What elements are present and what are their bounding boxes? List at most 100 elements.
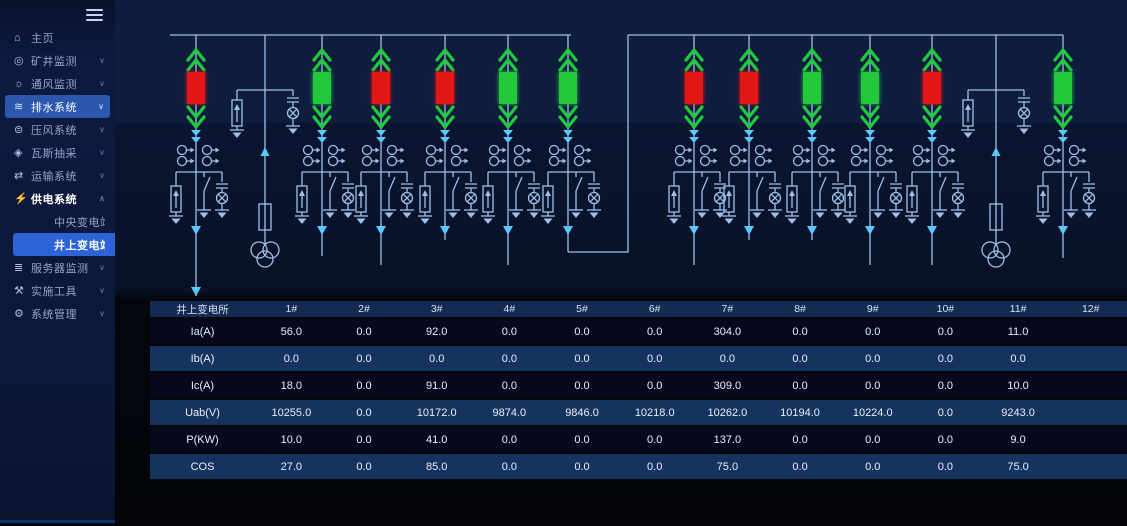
table-cell: 0.0 <box>719 352 736 365</box>
table-cell: 0.0 <box>356 379 372 392</box>
home-icon: ⌂ <box>14 31 21 44</box>
breaker-open[interactable] <box>685 72 703 104</box>
table-cell: 0.0 <box>356 325 372 338</box>
sidebar-item-label: 矿井监测 <box>31 55 77 68</box>
sidebar-item-label: 系统管理 <box>31 308 77 321</box>
sidebar-item-label: 通风监测 <box>31 78 77 91</box>
feeder-bay <box>842 35 904 265</box>
column-header: 11# <box>1009 303 1027 315</box>
column-header: 1# <box>285 303 298 315</box>
table-cell: 10218.0 <box>634 406 675 419</box>
sidebar-item-implementation-tools[interactable]: ⚒ 实施工具 ∨ <box>0 279 115 302</box>
feeder-bay <box>784 35 846 240</box>
table-cell: 10262.0 <box>707 406 748 419</box>
sidebar-item-system-management[interactable]: ⚙ 系统管理 ∨ <box>0 302 115 325</box>
row-label: Ic(A) <box>190 379 215 392</box>
sidebar-item-ventilation-monitor[interactable]: ☼ 通风监测 ∨ <box>0 72 115 95</box>
table-row: COS 27.0 0.0 85.0 0.0 0.0 0.0 75.0 0.0 0.0 0.0 75.0 <box>150 454 1127 479</box>
table-cell: 0.0 <box>937 433 954 446</box>
chevron-down-icon: ∨ <box>99 79 105 88</box>
sidebar-item-label: 排水系统 <box>31 101 77 114</box>
sidebar-item-air-compression-system[interactable]: ⊜ 压风系统 ∨ <box>0 118 115 141</box>
table-cell: 0.0 <box>865 379 881 392</box>
row-label: COS <box>190 460 215 473</box>
gas-extraction-icon: ◈ <box>14 147 23 159</box>
table-cell: 10194.0 <box>780 406 820 419</box>
sidebar-item-drainage-system[interactable]: ≋ 排水系统 ∨ <box>5 95 110 118</box>
table-cell: 0.0 <box>647 433 663 446</box>
table-cell: 0.0 <box>574 352 590 365</box>
ventilation-monitor-icon: ☼ <box>14 77 25 90</box>
row-label: Ib(A) <box>190 352 215 365</box>
chevron-down-icon: ∨ <box>99 286 105 295</box>
drainage-system-icon: ≋ <box>14 101 24 113</box>
table-header-row: 井上变电所 1# 2# 3# 4# 5# 6# 7# 8# 9# 10# 11# 12# <box>150 301 1127 317</box>
breaker-open[interactable] <box>187 72 205 104</box>
feeder-bay <box>417 35 479 240</box>
feeder-bay <box>168 35 230 296</box>
table-cell: 9.0 <box>1010 433 1026 446</box>
table-cell: 0.0 <box>356 433 372 446</box>
sidebar-item-surface-substation[interactable]: 井上变电站 <box>13 233 115 256</box>
table-cell: 0.0 <box>792 352 808 365</box>
feeder-bay <box>904 35 966 265</box>
sidebar-item-mine-monitor[interactable]: ◎ 矿井监测 ∨ <box>0 49 115 72</box>
table-cell: 10172.0 <box>416 406 457 419</box>
sidebar-item-gas-extraction[interactable]: ◈ 瓦斯抽采 ∨ <box>0 141 115 164</box>
sidebar-item-central-substation[interactable]: 中央变电站 <box>0 210 115 233</box>
feeder-bay <box>721 35 783 240</box>
table-cell: 85.0 <box>425 460 448 473</box>
chevron-up-icon: ∧ <box>99 194 105 203</box>
chevron-down-icon: ∨ <box>99 309 105 318</box>
table-cell: 0.0 <box>501 460 517 473</box>
table-cell: 0.0 <box>937 460 954 473</box>
breaker-open[interactable] <box>740 72 758 104</box>
row-label: Uab(V) <box>185 406 220 419</box>
system-management-icon: ⚙ <box>14 308 24 320</box>
power-supply-system-icon: ⚡ <box>14 193 28 205</box>
table-cell: 75.0 <box>1007 460 1029 473</box>
substation-data-table: 井上变电所 1# 2# 3# 4# 5# 6# 7# 8# 9# 10# 11# 12# Ia(A) 56.… <box>150 301 1127 481</box>
single-line-diagram <box>168 34 1097 296</box>
sidebar-item-transport-system[interactable]: ⇄ 运输系统 ∨ <box>0 164 115 187</box>
table-cell: 9846.0 <box>565 406 599 419</box>
table-cell: 137.0 <box>713 433 742 446</box>
breaker-closed[interactable] <box>313 72 331 104</box>
chevron-down-icon: ∨ <box>99 148 105 157</box>
chevron-down-icon: ∨ <box>99 56 105 65</box>
table-cell: 0.0 <box>937 406 954 419</box>
breaker-open[interactable] <box>923 72 941 104</box>
sidebar-item-power-supply-system[interactable]: ⚡ 供电系统 ∧ <box>0 187 115 210</box>
table-cell: 0.0 <box>501 379 517 392</box>
breaker-closed[interactable] <box>559 72 577 104</box>
breaker-closed[interactable] <box>861 72 879 104</box>
table-cell: 18.0 <box>280 379 303 392</box>
table-cell: 0.0 <box>1010 352 1026 365</box>
table-cell: 0.0 <box>574 325 590 338</box>
sidebar-item-label: 压风系统 <box>31 124 77 137</box>
sidebar-item-home[interactable]: ⌂ 主页 <box>0 26 115 49</box>
table-cell: 11.0 <box>1007 325 1029 338</box>
breaker-closed[interactable] <box>1054 72 1072 104</box>
sidebar-item-server-monitor[interactable]: ≣ 服务器监测 ∨ <box>0 256 115 279</box>
table-cell: 0.0 <box>574 460 590 473</box>
table-cell: 0.0 <box>574 379 590 392</box>
table-cell: 0.0 <box>865 352 881 365</box>
table-cell: 0.0 <box>647 352 663 365</box>
breaker-open[interactable] <box>436 72 454 104</box>
hamburger-menu-icon[interactable] <box>86 9 103 22</box>
table-row: P(KW) 10.0 0.0 41.0 0.0 0.0 0.0 137.0 0.0 0.0 0.0 9… <box>150 427 1127 452</box>
column-header: 3# <box>430 303 443 315</box>
table-cell: 10255.0 <box>271 406 312 419</box>
breaker-closed[interactable] <box>499 72 517 104</box>
breaker-open[interactable] <box>372 72 390 104</box>
table-cell: 0.0 <box>356 460 372 473</box>
table-cell: 10.0 <box>280 433 303 446</box>
table-cell: 0.0 <box>792 460 808 473</box>
transport-system-icon: ⇄ <box>14 170 24 182</box>
sidebar-item-label: 井上变电站 <box>54 239 105 252</box>
column-header: 12# <box>1081 303 1100 315</box>
table-cell: 0.0 <box>283 352 299 365</box>
table-cell: 0.0 <box>429 352 445 365</box>
breaker-closed[interactable] <box>803 72 821 104</box>
